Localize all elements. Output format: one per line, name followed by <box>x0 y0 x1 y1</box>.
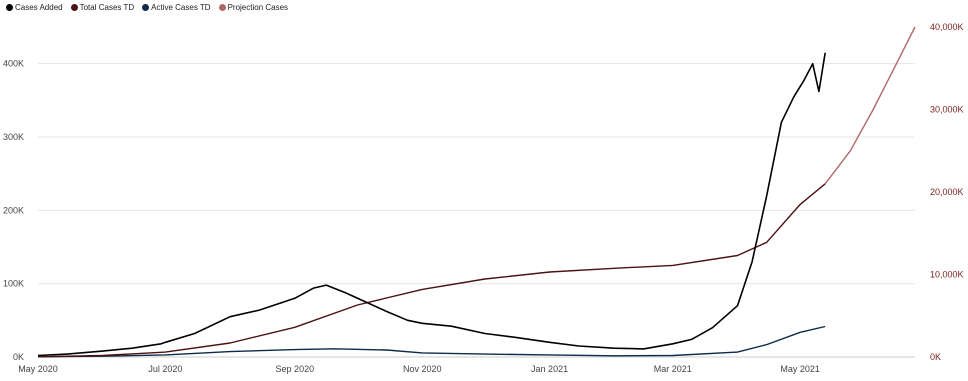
y-left-tick-label: 0K <box>13 352 24 362</box>
legend-marker <box>142 4 150 11</box>
legend-label: Projection Cases <box>227 3 289 12</box>
series-line-projection-cases <box>824 26 916 185</box>
y-left-tick-label: 400K <box>3 59 24 69</box>
chart-legend: Cases Added Total Cases TD Active Cases TD… <box>6 3 288 12</box>
x-tick-label: Sep 2020 <box>276 364 315 374</box>
series-lines <box>37 26 916 358</box>
y-left-axis-ticks: 0K 100K 200K 300K 400K <box>3 59 24 362</box>
gridlines <box>38 63 915 358</box>
series-line-total-cases-td <box>37 183 826 358</box>
x-tick-label: Mar 2021 <box>654 364 692 374</box>
legend-item[interactable]: Projection Cases <box>218 3 289 12</box>
y-left-tick-label: 100K <box>3 279 24 289</box>
x-tick-label: May 2020 <box>18 364 58 374</box>
legend-marker <box>218 4 226 11</box>
x-tick-label: Jan 2021 <box>531 364 568 374</box>
x-tick-label: May 2021 <box>780 364 820 374</box>
series-line-active-cases-td <box>37 325 826 358</box>
legend-marker <box>6 4 13 11</box>
y-left-tick-label: 300K <box>3 132 24 142</box>
legend-item[interactable]: Active Cases TD <box>142 3 211 12</box>
series-line-cases-added <box>37 52 826 357</box>
x-tick-label: Jul 2020 <box>148 364 182 374</box>
y-right-tick-label: 0K <box>930 352 941 362</box>
y-right-tick-label: 40,000K <box>930 22 964 32</box>
legend-label: Total Cases TD <box>79 3 135 12</box>
legend-item[interactable]: Total Cases TD <box>70 3 135 12</box>
x-axis-ticks: May 2020 Jul 2020 Sep 2020 Nov 2020 Jan 2021… <box>18 364 820 374</box>
x-tick-label: Nov 2020 <box>403 364 442 374</box>
legend-label: Cases Added <box>15 3 63 12</box>
legend-label: Active Cases TD <box>151 3 211 12</box>
y-right-tick-label: 10,000K <box>930 270 964 280</box>
legend-item[interactable]: Cases Added <box>6 3 63 12</box>
y-right-tick-label: 30,000K <box>930 105 964 115</box>
y-left-tick-label: 200K <box>3 205 24 215</box>
legend-marker <box>70 4 78 11</box>
y-right-axis-ticks: 0K 10,000K 20,000K 30,000K 40,000K <box>930 22 964 362</box>
y-right-tick-label: 20,000K <box>930 187 964 197</box>
